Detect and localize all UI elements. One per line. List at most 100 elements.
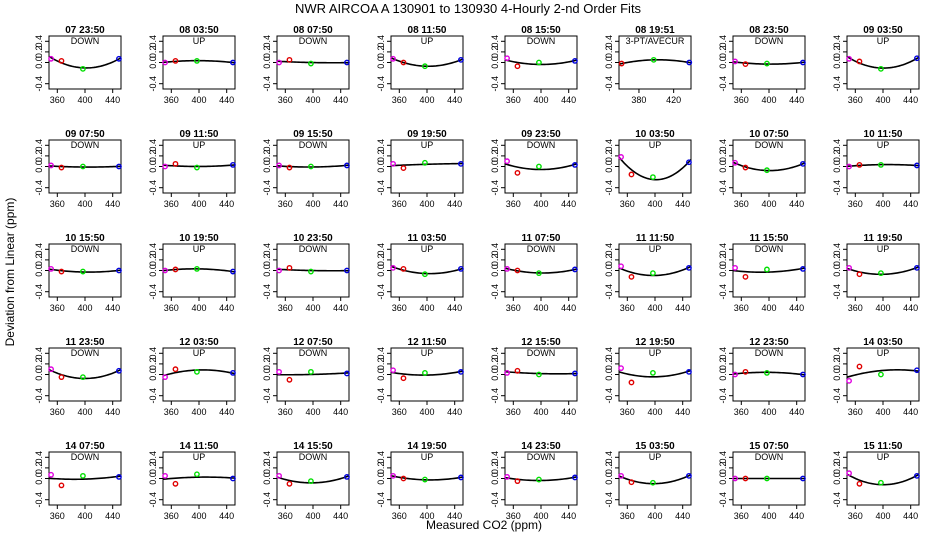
y-tick-label: -0.4 (376, 180, 386, 196)
data-point-std1 (276, 368, 282, 375)
x-tick-label: 360 (164, 511, 179, 521)
panel-title: 09 11:50 (180, 129, 219, 140)
data-point-std1 (276, 162, 282, 169)
panel-title: 10 15:50 (65, 233, 105, 244)
y-tick-label: -0.4 (718, 284, 728, 300)
panel-label: UP (421, 452, 434, 462)
panel-5: 08 19:513-PT/AVECUR 380 420 -0.4 0.00.20.4 (604, 25, 693, 105)
data-point-std2 (58, 58, 65, 64)
x-tick-label: 440 (447, 407, 462, 417)
y-tick-label: 0.4 (832, 451, 842, 464)
panel-label: UP (649, 348, 662, 358)
y-tick-label: 0.0 (490, 56, 500, 69)
y-tick-label: 0.2 (34, 462, 44, 475)
x-tick-label: 400 (305, 303, 320, 313)
y-tick-label: 0.2 (148, 462, 158, 475)
x-tick-label: 440 (675, 199, 690, 209)
panel-label: DOWN (71, 244, 100, 254)
x-tick-label: 400 (875, 407, 890, 417)
panel-label: DOWN (755, 452, 784, 462)
panel-label: DOWN (527, 140, 556, 150)
x-tick-label: 360 (506, 199, 521, 209)
x-tick-label: 440 (333, 303, 348, 313)
y-tick-label: 0.0 (832, 368, 842, 381)
x-tick-label: 360 (50, 303, 65, 313)
y-tick-label: 0.0 (718, 160, 728, 173)
panel-label: UP (193, 244, 206, 254)
fit-curve (48, 475, 122, 481)
data-point-std2 (514, 367, 521, 374)
fit-curve (846, 369, 920, 378)
data-point-std1 (618, 263, 624, 270)
y-tick-label: 0.0 (262, 472, 272, 485)
x-tick-label: 360 (620, 303, 635, 313)
panel-label: UP (649, 244, 662, 254)
y-tick-label: -0.4 (262, 492, 272, 508)
y-tick-label: 0.2 (34, 358, 44, 371)
x-tick-label: 360 (620, 199, 635, 209)
x-tick-label: 360 (50, 95, 65, 105)
fit-curve (618, 265, 692, 277)
data-point-std3 (80, 374, 86, 381)
y-tick-label: 0.4 (262, 451, 272, 464)
x-tick-label: 360 (392, 511, 407, 521)
x-tick-label: 440 (561, 303, 576, 313)
y-tick-label: 0.2 (832, 358, 842, 371)
x-tick-label: 440 (789, 303, 804, 313)
x-tick-label: 400 (533, 511, 548, 521)
x-tick-label: 360 (620, 511, 635, 521)
data-point-std1 (732, 371, 738, 378)
x-tick-label: 440 (561, 95, 576, 105)
x-tick-label: 440 (105, 511, 120, 521)
panel-title: 14 19:50 (407, 441, 447, 452)
y-tick-label: 0.2 (832, 150, 842, 163)
data-point-std4 (686, 59, 693, 66)
panel-title: 14 15:50 (293, 441, 333, 452)
data-point-std1 (48, 55, 54, 62)
data-point-std4 (344, 267, 350, 274)
y-tick-label: 0.2 (34, 254, 44, 267)
y-tick-label: -0.4 (718, 76, 728, 92)
x-tick-label: 400 (533, 95, 548, 105)
x-tick-label: 400 (77, 511, 92, 521)
data-point-std1 (162, 267, 168, 274)
x-tick-label: 400 (305, 511, 320, 521)
x-tick-label: 400 (419, 303, 434, 313)
data-point-std3 (764, 60, 770, 67)
y-tick-label: 0.0 (148, 264, 158, 277)
y-tick-label: 0.4 (376, 347, 386, 360)
data-point-std3 (764, 370, 770, 376)
y-tick-label: 0.0 (604, 368, 614, 381)
data-point-std3 (650, 370, 656, 376)
panel-label: UP (421, 36, 434, 46)
data-point-std1 (846, 264, 852, 271)
data-point-std2 (514, 63, 521, 70)
x-tick-label: 440 (561, 199, 576, 209)
y-tick-label: 0.0 (604, 472, 614, 485)
panel-title: 11 15:50 (750, 233, 789, 244)
panel-title: 09 03:50 (863, 25, 903, 36)
panel-title: 11 11:50 (636, 233, 675, 244)
x-tick-label: 440 (219, 95, 234, 105)
data-point-std3 (536, 163, 542, 170)
panel-title: 12 07:50 (293, 337, 333, 348)
y-tick-label: 0.0 (718, 56, 728, 69)
data-point-std3 (194, 266, 200, 272)
data-point-std3 (80, 268, 86, 275)
panel-label: UP (649, 452, 662, 462)
x-tick-label: 400 (77, 407, 92, 417)
x-tick-label: 360 (506, 511, 521, 521)
data-point-std3 (308, 268, 314, 275)
x-tick-label: 400 (305, 95, 320, 105)
panel-label: UP (877, 452, 890, 462)
x-tick-label: 440 (561, 511, 576, 521)
data-point-std2 (172, 480, 179, 487)
